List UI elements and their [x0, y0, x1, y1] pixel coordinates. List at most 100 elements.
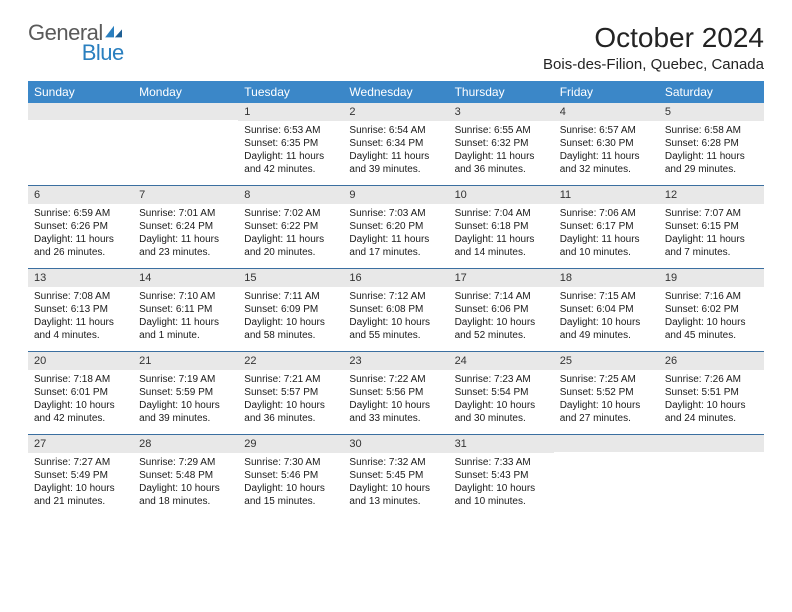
day-number — [133, 103, 238, 120]
calendar-day — [659, 435, 764, 517]
day-details: Sunrise: 7:02 AMSunset: 6:22 PMDaylight:… — [238, 204, 343, 265]
day-details: Sunrise: 7:11 AMSunset: 6:09 PMDaylight:… — [238, 287, 343, 348]
day-number: 19 — [659, 269, 764, 287]
day-number: 9 — [343, 186, 448, 204]
day-number: 14 — [133, 269, 238, 287]
calendar-week: 1Sunrise: 6:53 AMSunset: 6:35 PMDaylight… — [28, 103, 764, 185]
calendar-day: 2Sunrise: 6:54 AMSunset: 6:34 PMDaylight… — [343, 103, 448, 185]
day-details: Sunrise: 7:27 AMSunset: 5:49 PMDaylight:… — [28, 453, 133, 514]
day-details: Sunrise: 6:57 AMSunset: 6:30 PMDaylight:… — [554, 121, 659, 182]
calendar-week: 27Sunrise: 7:27 AMSunset: 5:49 PMDayligh… — [28, 434, 764, 517]
logo: GeneralBlue — [28, 22, 124, 64]
day-number: 26 — [659, 352, 764, 370]
day-details: Sunrise: 7:21 AMSunset: 5:57 PMDaylight:… — [238, 370, 343, 431]
calendar-day: 1Sunrise: 6:53 AMSunset: 6:35 PMDaylight… — [238, 103, 343, 185]
day-details: Sunrise: 7:16 AMSunset: 6:02 PMDaylight:… — [659, 287, 764, 348]
day-details: Sunrise: 7:32 AMSunset: 5:45 PMDaylight:… — [343, 453, 448, 514]
day-number: 29 — [238, 435, 343, 453]
day-details: Sunrise: 7:19 AMSunset: 5:59 PMDaylight:… — [133, 370, 238, 431]
weekday-header: Saturday — [659, 81, 764, 103]
day-details: Sunrise: 6:59 AMSunset: 6:26 PMDaylight:… — [28, 204, 133, 265]
day-number: 21 — [133, 352, 238, 370]
day-number: 13 — [28, 269, 133, 287]
month-title: October 2024 — [543, 22, 764, 54]
day-number: 7 — [133, 186, 238, 204]
day-number: 24 — [449, 352, 554, 370]
calendar-day: 5Sunrise: 6:58 AMSunset: 6:28 PMDaylight… — [659, 103, 764, 185]
calendar-day: 22Sunrise: 7:21 AMSunset: 5:57 PMDayligh… — [238, 352, 343, 434]
calendar-day: 31Sunrise: 7:33 AMSunset: 5:43 PMDayligh… — [449, 435, 554, 517]
calendar-page: GeneralBlue October 2024 Bois-des-Filion… — [0, 0, 792, 539]
calendar-day: 15Sunrise: 7:11 AMSunset: 6:09 PMDayligh… — [238, 269, 343, 351]
day-number: 4 — [554, 103, 659, 121]
day-number — [659, 435, 764, 452]
calendar-day: 26Sunrise: 7:26 AMSunset: 5:51 PMDayligh… — [659, 352, 764, 434]
calendar-week: 13Sunrise: 7:08 AMSunset: 6:13 PMDayligh… — [28, 268, 764, 351]
calendar-day: 28Sunrise: 7:29 AMSunset: 5:48 PMDayligh… — [133, 435, 238, 517]
calendar-day: 16Sunrise: 7:12 AMSunset: 6:08 PMDayligh… — [343, 269, 448, 351]
day-details: Sunrise: 6:53 AMSunset: 6:35 PMDaylight:… — [238, 121, 343, 182]
day-number — [554, 435, 659, 452]
calendar-day: 4Sunrise: 6:57 AMSunset: 6:30 PMDaylight… — [554, 103, 659, 185]
day-details: Sunrise: 7:12 AMSunset: 6:08 PMDaylight:… — [343, 287, 448, 348]
calendar-day: 21Sunrise: 7:19 AMSunset: 5:59 PMDayligh… — [133, 352, 238, 434]
day-number: 20 — [28, 352, 133, 370]
day-details: Sunrise: 7:08 AMSunset: 6:13 PMDaylight:… — [28, 287, 133, 348]
day-details: Sunrise: 7:07 AMSunset: 6:15 PMDaylight:… — [659, 204, 764, 265]
day-number: 17 — [449, 269, 554, 287]
page-header: GeneralBlue October 2024 Bois-des-Filion… — [28, 22, 764, 73]
day-number: 6 — [28, 186, 133, 204]
calendar-day: 13Sunrise: 7:08 AMSunset: 6:13 PMDayligh… — [28, 269, 133, 351]
calendar-day: 11Sunrise: 7:06 AMSunset: 6:17 PMDayligh… — [554, 186, 659, 268]
day-number: 1 — [238, 103, 343, 121]
day-details: Sunrise: 7:29 AMSunset: 5:48 PMDaylight:… — [133, 453, 238, 514]
day-details: Sunrise: 7:23 AMSunset: 5:54 PMDaylight:… — [449, 370, 554, 431]
day-details: Sunrise: 7:18 AMSunset: 6:01 PMDaylight:… — [28, 370, 133, 431]
weekday-header-row: SundayMondayTuesdayWednesdayThursdayFrid… — [28, 81, 764, 103]
weekday-header: Friday — [554, 81, 659, 103]
weekday-header: Thursday — [449, 81, 554, 103]
day-number: 25 — [554, 352, 659, 370]
calendar-day: 29Sunrise: 7:30 AMSunset: 5:46 PMDayligh… — [238, 435, 343, 517]
calendar-day: 12Sunrise: 7:07 AMSunset: 6:15 PMDayligh… — [659, 186, 764, 268]
weekday-header: Monday — [133, 81, 238, 103]
day-number: 27 — [28, 435, 133, 453]
day-number: 18 — [554, 269, 659, 287]
day-number — [28, 103, 133, 120]
day-details: Sunrise: 7:01 AMSunset: 6:24 PMDaylight:… — [133, 204, 238, 265]
day-number: 15 — [238, 269, 343, 287]
calendar-day: 8Sunrise: 7:02 AMSunset: 6:22 PMDaylight… — [238, 186, 343, 268]
title-block: October 2024 Bois-des-Filion, Quebec, Ca… — [543, 22, 764, 73]
day-number: 11 — [554, 186, 659, 204]
day-details: Sunrise: 7:06 AMSunset: 6:17 PMDaylight:… — [554, 204, 659, 265]
day-number: 30 — [343, 435, 448, 453]
calendar-day: 27Sunrise: 7:27 AMSunset: 5:49 PMDayligh… — [28, 435, 133, 517]
day-details: Sunrise: 7:26 AMSunset: 5:51 PMDaylight:… — [659, 370, 764, 431]
day-number: 31 — [449, 435, 554, 453]
calendar-day: 20Sunrise: 7:18 AMSunset: 6:01 PMDayligh… — [28, 352, 133, 434]
calendar-day — [133, 103, 238, 185]
calendar-day — [554, 435, 659, 517]
day-number: 5 — [659, 103, 764, 121]
day-details: Sunrise: 7:15 AMSunset: 6:04 PMDaylight:… — [554, 287, 659, 348]
calendar-day: 6Sunrise: 6:59 AMSunset: 6:26 PMDaylight… — [28, 186, 133, 268]
calendar-week: 6Sunrise: 6:59 AMSunset: 6:26 PMDaylight… — [28, 185, 764, 268]
day-details: Sunrise: 7:33 AMSunset: 5:43 PMDaylight:… — [449, 453, 554, 514]
day-details: Sunrise: 6:58 AMSunset: 6:28 PMDaylight:… — [659, 121, 764, 182]
day-number: 2 — [343, 103, 448, 121]
day-number: 3 — [449, 103, 554, 121]
calendar-day: 17Sunrise: 7:14 AMSunset: 6:06 PMDayligh… — [449, 269, 554, 351]
calendar-day: 25Sunrise: 7:25 AMSunset: 5:52 PMDayligh… — [554, 352, 659, 434]
day-details: Sunrise: 7:04 AMSunset: 6:18 PMDaylight:… — [449, 204, 554, 265]
day-details: Sunrise: 7:22 AMSunset: 5:56 PMDaylight:… — [343, 370, 448, 431]
calendar-day: 30Sunrise: 7:32 AMSunset: 5:45 PMDayligh… — [343, 435, 448, 517]
calendar-day: 14Sunrise: 7:10 AMSunset: 6:11 PMDayligh… — [133, 269, 238, 351]
weekday-header: Sunday — [28, 81, 133, 103]
day-details: Sunrise: 6:54 AMSunset: 6:34 PMDaylight:… — [343, 121, 448, 182]
calendar-day — [28, 103, 133, 185]
calendar: SundayMondayTuesdayWednesdayThursdayFrid… — [28, 81, 764, 517]
calendar-day: 10Sunrise: 7:04 AMSunset: 6:18 PMDayligh… — [449, 186, 554, 268]
calendar-day: 9Sunrise: 7:03 AMSunset: 6:20 PMDaylight… — [343, 186, 448, 268]
day-number: 28 — [133, 435, 238, 453]
calendar-day: 7Sunrise: 7:01 AMSunset: 6:24 PMDaylight… — [133, 186, 238, 268]
